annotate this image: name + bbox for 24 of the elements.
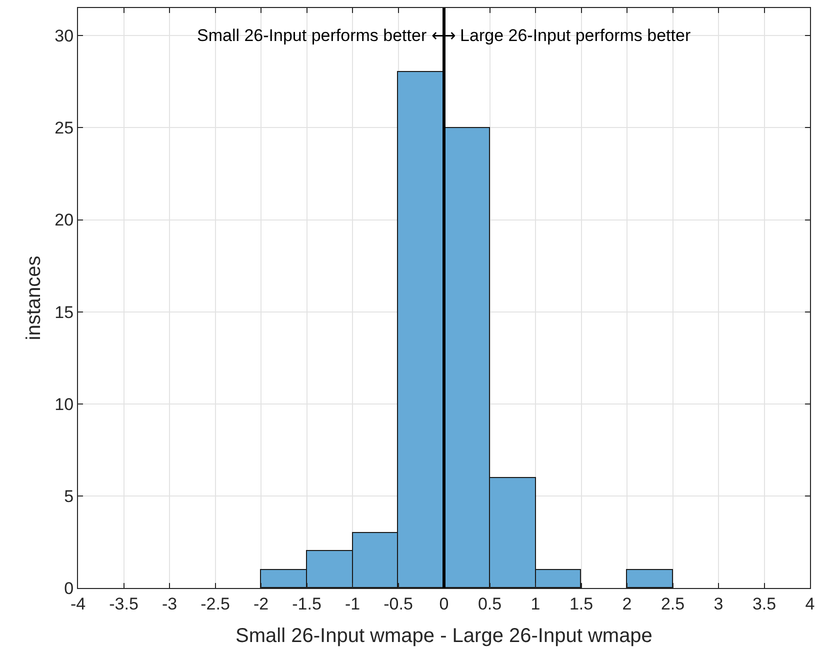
x-tick-label: 3.5: [752, 594, 776, 614]
x-tick-label: 1: [530, 594, 540, 614]
y-tick-label: 30: [54, 26, 74, 46]
x-tick-label: -0.5: [384, 594, 413, 614]
y-tick-label: 25: [54, 118, 74, 138]
x-tick-label: -2: [253, 594, 269, 614]
x-tick-label: -3: [162, 594, 178, 614]
x-tick-label: 2.5: [660, 594, 685, 614]
x-tick-label: 2: [622, 594, 632, 614]
x-tick-label: -1: [344, 594, 360, 614]
x-axis-title: Small 26-Input wmape - Large 26-Input wmape: [236, 624, 652, 647]
y-tick-label: 20: [54, 210, 74, 230]
x-tick-label: 0: [439, 594, 449, 614]
y-tick-label: 5: [64, 486, 74, 506]
x-tick-label: -2.5: [200, 594, 230, 614]
x-tick-label: 3: [714, 594, 724, 614]
y-tick-label: 15: [54, 302, 74, 322]
y-tick-label: 10: [54, 394, 74, 414]
x-tick-label: 4: [805, 594, 815, 614]
x-tick-label: 1.5: [569, 594, 594, 614]
y-axis-title: instances: [23, 256, 46, 340]
x-tick-label: -3.5: [109, 594, 138, 614]
x-tick-label: -1.5: [292, 594, 322, 614]
x-tick-label: 0.5: [478, 594, 502, 614]
